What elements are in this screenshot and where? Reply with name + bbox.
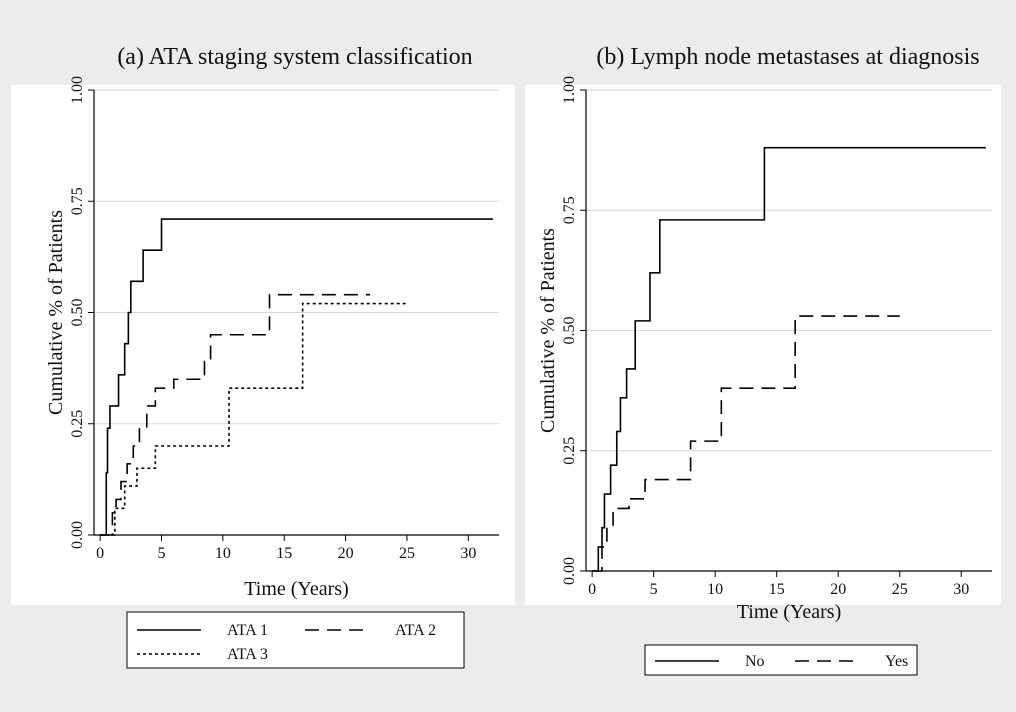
x-tick-label: 15 [276, 545, 292, 562]
x-tick-label: 30 [460, 545, 476, 562]
legend-label: ATA 2 [395, 622, 436, 639]
legend: No Yes [644, 644, 918, 676]
y-tick-label: 0.75 [561, 196, 578, 224]
y-axis-label: Cumulative % of Patients [537, 228, 559, 433]
y-tick-label: 0.00 [561, 557, 578, 585]
x-tick-label: 30 [953, 581, 969, 598]
x-tick-label: 25 [399, 545, 415, 562]
x-tick-label: 0 [96, 545, 104, 562]
series-line-ata-2 [100, 293, 371, 536]
panel-b: (b) Lymph node metastases at diagnosis 0.… [525, 44, 1001, 676]
x-tick-label: 0 [588, 581, 596, 598]
legend-label: Yes [885, 653, 908, 670]
panel-a: (a) ATA staging system classification 0.0… [11, 44, 515, 669]
legend-label: No [745, 653, 765, 670]
y-tick-label: 1.00 [69, 76, 86, 104]
legend-label: ATA 3 [227, 646, 268, 663]
y-tick-label: 0.50 [561, 317, 578, 345]
legend-box [126, 611, 465, 669]
x-tick-label: 25 [892, 581, 908, 598]
x-axis-label: Time (Years) [244, 578, 348, 600]
series-line-ata-3 [100, 302, 407, 536]
x-tick-label: 10 [707, 581, 723, 598]
legend-box [644, 644, 918, 676]
y-tick-label: 0.50 [69, 299, 86, 327]
x-tick-label: 20 [830, 581, 846, 598]
y-tick-label: 0.75 [69, 187, 86, 215]
series-line-yes [592, 315, 900, 572]
x-tick-label: 10 [215, 545, 231, 562]
panel-background [525, 85, 1001, 605]
series-line-ata-1 [100, 218, 493, 536]
legend-label: ATA 1 [227, 622, 268, 639]
chart-title: (a) ATA staging system classification [117, 44, 472, 70]
x-tick-label: 15 [769, 581, 785, 598]
panel-background [11, 85, 515, 605]
y-axis-label: Cumulative % of Patients [45, 210, 67, 415]
y-tick-label: 0.25 [561, 437, 578, 465]
y-tick-label: 1.00 [561, 76, 578, 104]
x-tick-label: 20 [338, 545, 354, 562]
y-tick-label: 0.25 [69, 410, 86, 438]
chart-title: (b) Lymph node metastases at diagnosis [596, 44, 979, 70]
x-tick-label: 5 [650, 581, 658, 598]
x-tick-label: 5 [158, 545, 166, 562]
x-axis-label: Time (Years) [737, 601, 841, 623]
series-line-no [592, 146, 986, 572]
legend: ATA 1 ATA 2 ATA 3 [126, 611, 465, 669]
y-tick-label: 0.00 [69, 521, 86, 549]
